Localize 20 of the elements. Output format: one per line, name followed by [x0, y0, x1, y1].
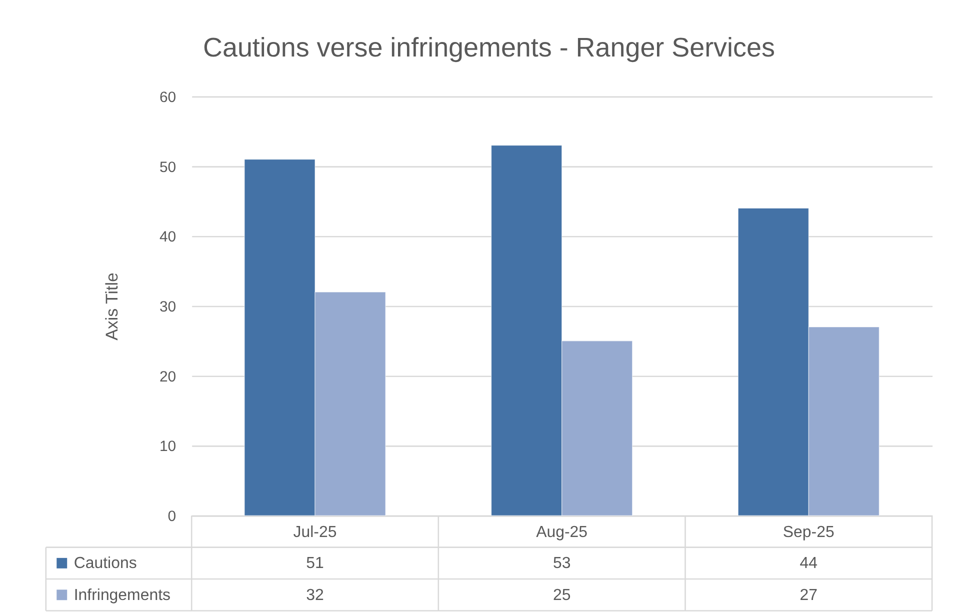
y-tick-label: 30 — [159, 298, 176, 316]
x-tick-label: Jul-25 — [293, 524, 337, 542]
x-tick-label: Sep-25 — [782, 524, 834, 542]
y-tick-label: 60 — [159, 88, 176, 106]
y-tick-label: 10 — [159, 438, 176, 456]
legend-label: Cautions — [74, 555, 137, 572]
legend-label: Infringements — [74, 586, 171, 604]
y-tick-label: 0 — [168, 508, 176, 526]
y-tick-label: 50 — [159, 158, 176, 176]
x-tick-label: Aug-25 — [536, 524, 588, 542]
y-tick-label: 40 — [159, 228, 176, 246]
data-label: 27 — [800, 586, 818, 604]
chart-title: Cautions verse infringements - Ranger Services — [203, 32, 775, 63]
y-axis-title: Axis Title — [102, 272, 122, 340]
data-label: 53 — [552, 555, 571, 572]
data-label: 25 — [552, 586, 571, 604]
data-label: 32 — [306, 586, 324, 604]
data-label: 44 — [800, 555, 818, 572]
data-label: 51 — [306, 555, 324, 572]
y-tick-label: 20 — [159, 368, 176, 386]
